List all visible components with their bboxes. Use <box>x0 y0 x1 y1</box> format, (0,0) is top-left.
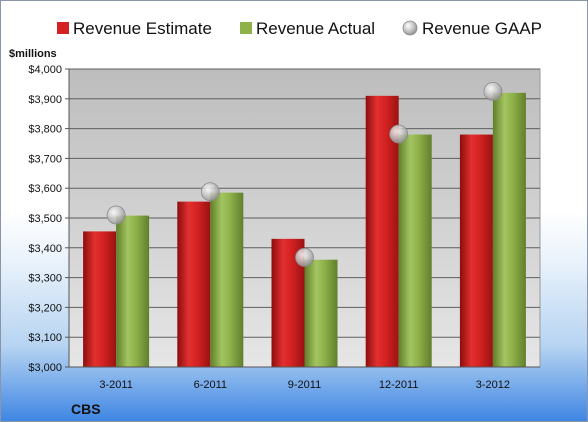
y-tick-label: $3,100 <box>28 332 62 344</box>
legend-label-revenue-actual: Revenue Actual <box>256 19 375 38</box>
y-tick-label: $3,700 <box>28 153 62 165</box>
bar-revenue-estimate <box>459 134 493 367</box>
marker-revenue-gaap <box>200 182 220 202</box>
bar-revenue-actual <box>492 92 526 367</box>
marker-revenue-gaap <box>483 81 503 101</box>
bar-revenue-actual <box>116 215 150 367</box>
y-tick-label: $3,800 <box>28 124 62 136</box>
legend: Revenue Estimate Revenue Actual Revenue … <box>57 19 542 38</box>
legend-label-revenue-estimate: Revenue Estimate <box>73 19 212 38</box>
y-tick-label: $3,400 <box>28 243 62 255</box>
x-tick-label: 3-2011 <box>99 379 132 391</box>
legend-item-revenue-actual: Revenue Actual <box>240 19 375 38</box>
y-tick-label: $3,300 <box>28 273 62 285</box>
y-tick-label: $3,200 <box>28 302 62 314</box>
y-tick-label: $3,600 <box>28 183 62 195</box>
y-axis-ticks: $3,000 $3,100 $3,200 $3,300 $3,400 $3,500 $3,6… <box>28 64 69 374</box>
gaap-markers <box>106 81 503 267</box>
bar-revenue-actual <box>210 192 244 367</box>
marker-revenue-gaap <box>389 124 409 144</box>
legend-label-revenue-gaap: Revenue GAAP <box>422 19 542 38</box>
company-label: CBS <box>71 401 101 417</box>
y-tick-label: $3,500 <box>28 213 62 225</box>
bar-revenue-estimate <box>177 201 211 367</box>
y-axis-unit-label: $millions <box>9 48 57 60</box>
bars <box>83 92 526 367</box>
bar-revenue-estimate <box>83 231 117 367</box>
x-tick-label: 6-2011 <box>194 379 227 391</box>
legend-item-revenue-gaap: Revenue GAAP <box>402 19 542 38</box>
x-tick-label: 12-2011 <box>379 379 419 391</box>
y-tick-label: $4,000 <box>28 64 62 76</box>
marker-revenue-gaap <box>295 247 314 267</box>
legend-swatch-revenue-actual <box>240 22 252 34</box>
x-tick-label: 9-2011 <box>288 379 321 391</box>
x-axis-ticks: 3-2011 6-2011 9-2011 12-2011 3-2012 <box>99 379 510 391</box>
bar-revenue-actual <box>304 259 338 367</box>
y-tick-label: $3,900 <box>28 94 62 106</box>
legend-swatch-revenue-estimate <box>57 22 69 34</box>
bar-revenue-actual <box>398 134 432 367</box>
x-tick-label: 3-2012 <box>476 379 510 391</box>
legend-item-revenue-estimate: Revenue Estimate <box>57 19 212 38</box>
y-tick-label: $3,000 <box>28 362 62 374</box>
legend-marker-revenue-gaap <box>402 20 418 36</box>
marker-revenue-gaap <box>106 205 126 225</box>
